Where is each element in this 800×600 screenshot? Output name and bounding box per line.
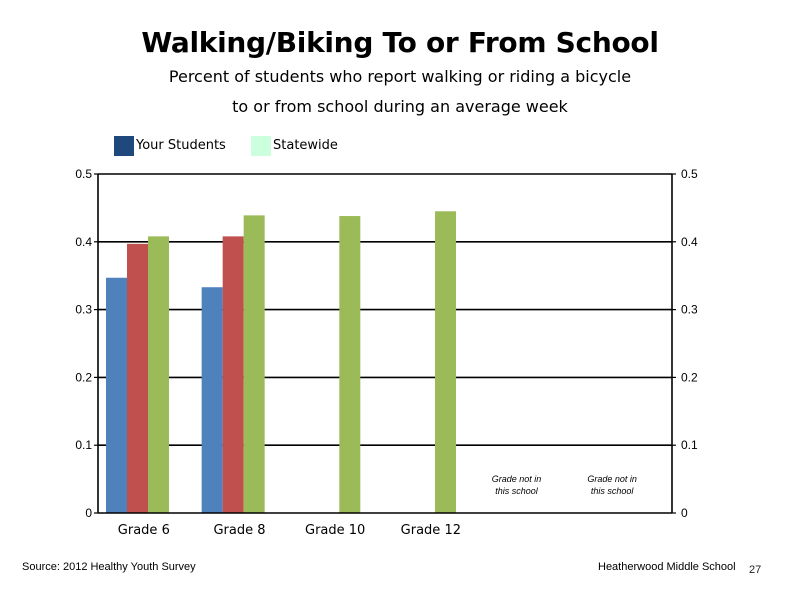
bar-series-2-cat-2 (222, 236, 244, 513)
bar-series-1-cat-2 (201, 287, 223, 513)
bar-series-3-cat-3 (339, 216, 361, 513)
y-tick-label-right-3: 0.3 (681, 303, 698, 317)
bar-series-3-cat-1 (148, 236, 169, 513)
chart-subtitle-line-1: Percent of students who report walking o… (168, 67, 632, 86)
x-tick-label-4: Grade 12 (401, 523, 461, 538)
y-tick-label-left-4: 0.4 (75, 235, 92, 249)
y-tick-label-left-0: 0 (85, 506, 92, 520)
y-tick-label-left-3: 0.3 (75, 303, 92, 317)
school-name: Heatherwood Middle School (598, 561, 736, 573)
source-note: Source: 2012 Healthy Youth Survey (22, 561, 196, 573)
annotation-2-line-1: Grade not in (587, 474, 637, 484)
y-tick-label-right-4: 0.4 (681, 235, 698, 249)
annotation-1-line-1: Grade not in (492, 474, 542, 484)
annotation-2-line-2: this school (591, 486, 635, 496)
x-tick-label-2: Grade 8 (213, 523, 265, 538)
chart-title: Walking/Biking To or From School (141, 26, 659, 59)
legend-label-your-students: Your Students (136, 138, 226, 153)
y-tick-label-left-2: 0.2 (75, 370, 92, 384)
y-tick-label-left-1: 0.1 (75, 438, 92, 452)
legend-swatch-statewide (251, 136, 271, 156)
legend-swatch-your-students (114, 136, 134, 156)
y-tick-label-right-1: 0.1 (681, 438, 698, 452)
page-number: 27 (749, 564, 762, 576)
legend-label-statewide: Statewide (273, 138, 338, 153)
y-tick-label-right-5: 0.5 (681, 167, 698, 181)
chart-subtitle-line-2: to or from school during an average week (232, 97, 568, 116)
bar-series-3-cat-4 (435, 211, 456, 514)
bar-series-1-cat-1 (106, 277, 127, 513)
annotation-1-line-2: this school (495, 486, 539, 496)
bar-series-2-cat-1 (127, 243, 148, 514)
x-tick-label-1: Grade 6 (118, 523, 170, 538)
x-tick-label-3: Grade 10 (305, 523, 365, 538)
y-tick-label-left-5: 0.5 (75, 167, 92, 181)
bar-series-3-cat-2 (243, 215, 265, 513)
y-tick-label-right-2: 0.2 (681, 370, 698, 384)
y-tick-label-right-0: 0 (681, 506, 688, 520)
